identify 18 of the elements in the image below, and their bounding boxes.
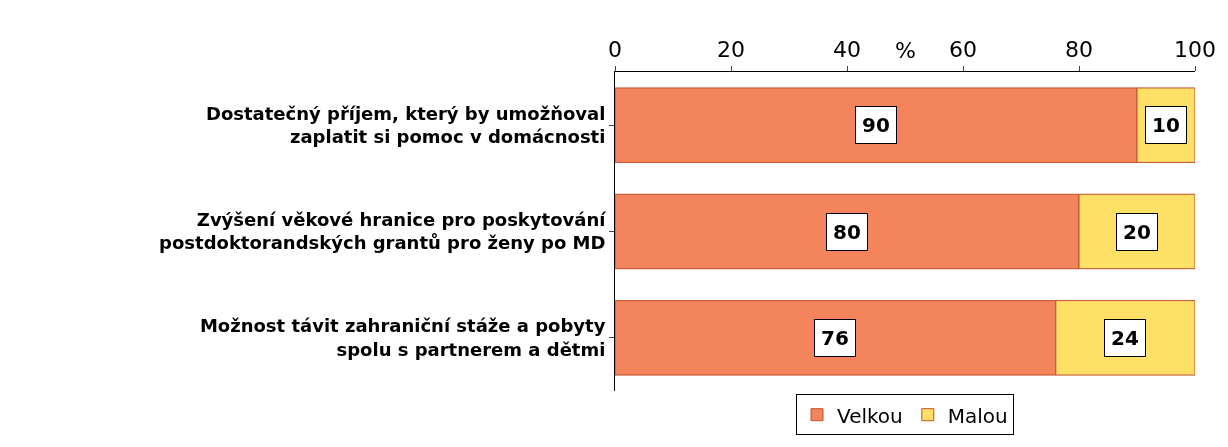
data-label: 20 [1123, 220, 1151, 244]
data-label: 10 [1152, 113, 1180, 137]
x-tick-label: 40 [833, 37, 861, 63]
y-tick-label: Dostatečný příjem, který by umožňoval zaplatit si pomoc v domácnosti [205, 102, 606, 148]
x-tick-label: 80 [1065, 37, 1093, 63]
y-tick-label: Zvýšení věkové hranice pro poskytování postdoktorandských grantů pro ženy po MD [159, 209, 607, 254]
x-tick-label: 20 [717, 37, 745, 63]
data-label: 90 [862, 113, 890, 137]
data-label: 76 [821, 326, 849, 350]
x-tick-label: 100 [1174, 37, 1216, 63]
legend-label: Velkou [837, 403, 903, 428]
data-label: 80 [833, 220, 861, 244]
x-tick-label: 60 [949, 37, 977, 63]
x-tick-label: 0 [608, 37, 622, 63]
legend-label: Malou [947, 403, 1008, 428]
x-axis-title: % [895, 38, 916, 63]
data-label: 24 [1111, 326, 1139, 350]
y-tick-label: Možnost távit zahraniční stáže a pobyty spolu s partnerem a dětmi [199, 315, 606, 360]
